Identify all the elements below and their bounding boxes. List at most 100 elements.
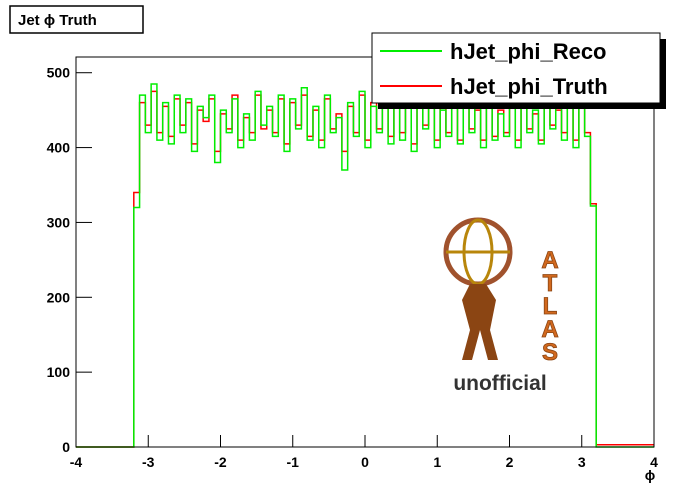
- histogram-bin: [562, 140, 568, 447]
- legend-box: [371, 32, 661, 104]
- histogram-bin: [585, 136, 591, 447]
- histogram-bin: [400, 140, 406, 447]
- histogram-bin: [475, 106, 481, 447]
- histogram-bin: [353, 136, 359, 447]
- histogram-bin: [504, 136, 510, 447]
- histogram-bin: [388, 144, 394, 447]
- histogram-bin: [567, 99, 573, 447]
- y-tick-label: 100: [47, 364, 71, 380]
- histogram-bin: [209, 95, 215, 447]
- histogram-bin: [348, 103, 354, 447]
- histogram-bin: [186, 99, 192, 447]
- histogram-bin: [215, 163, 221, 447]
- histogram-bin: [377, 133, 383, 447]
- histogram-bin: [533, 110, 539, 447]
- histogram-bin: [469, 133, 475, 447]
- histogram-bin: [284, 151, 290, 447]
- x-tick-label: -3: [142, 454, 155, 470]
- histogram-bin: [273, 136, 279, 447]
- histogram-bin: [590, 206, 596, 447]
- histogram-bin: [573, 148, 579, 447]
- histogram-bin: [192, 151, 198, 447]
- histogram-bin: [423, 129, 429, 447]
- histogram-bin: [151, 84, 157, 447]
- histogram-bin: [168, 144, 174, 447]
- histogram-bin: [342, 170, 348, 447]
- logo-figure: [462, 284, 498, 360]
- histogram-bin: [417, 103, 423, 447]
- y-tick-label: 300: [47, 214, 71, 230]
- histogram-bin: [296, 129, 302, 447]
- histogram-bin: [527, 133, 533, 447]
- histogram-bin: [515, 148, 521, 447]
- histogram-bin: [365, 148, 371, 447]
- y-tick-label: 200: [47, 289, 71, 305]
- histogram-bin: [521, 103, 527, 447]
- histogram-bin: [249, 140, 255, 447]
- histogram-bin: [145, 133, 151, 447]
- x-tick-label: -2: [214, 454, 227, 470]
- x-tick-label: 3: [578, 454, 586, 470]
- logo-letter: S: [542, 339, 558, 366]
- logo-letter: L: [543, 293, 558, 320]
- histogram-bin: [244, 114, 250, 447]
- logo-letter: A: [541, 247, 558, 274]
- histogram-bin: [238, 148, 244, 447]
- legend-label: hJet_phi_Reco: [450, 39, 607, 64]
- histogram-bin: [278, 95, 284, 447]
- histogram-bin: [290, 99, 296, 447]
- logo: [443, 217, 513, 360]
- histogram-bin: [330, 133, 336, 447]
- histogram-bin: [446, 136, 452, 447]
- histogram-bin: [157, 140, 163, 447]
- x-tick-label: -1: [287, 454, 300, 470]
- histogram-bin: [481, 148, 487, 447]
- histogram-bin: [232, 99, 238, 447]
- histogram-bin: [411, 151, 417, 447]
- x-tick-label: 2: [506, 454, 514, 470]
- histogram-bin: [313, 106, 319, 447]
- histogram-bin: [255, 91, 261, 447]
- histogram-bin: [174, 95, 180, 447]
- histogram-bin: [371, 106, 377, 447]
- histogram-bin: [492, 140, 498, 447]
- histogram-bin: [440, 110, 446, 447]
- histogram-bin: [325, 95, 331, 447]
- x-tick-label: 1: [433, 454, 441, 470]
- histogram-bin: [203, 118, 209, 447]
- x-tick-label: 4: [650, 454, 658, 470]
- histogram-bin: [382, 80, 388, 447]
- histogram-bin: [134, 207, 140, 447]
- histogram-bin: [336, 118, 342, 447]
- x-tick-label: -4: [70, 454, 83, 470]
- x-axis-label: ϕ: [645, 467, 656, 483]
- histogram-bin: [429, 95, 435, 447]
- histogram-bin: [221, 110, 227, 447]
- histogram-bin: [319, 148, 325, 447]
- histogram-bin: [579, 95, 585, 447]
- histogram-bin: [261, 125, 267, 447]
- logo-caption: unofficial: [453, 372, 546, 395]
- histogram-bin: [359, 91, 365, 447]
- histogram-bin: [457, 144, 463, 447]
- histogram-bin: [267, 106, 273, 447]
- y-tick-label: 400: [47, 140, 71, 156]
- histogram-bin: [140, 95, 146, 447]
- histogram-bin: [405, 84, 411, 447]
- histogram-bin: [301, 88, 307, 447]
- legend-label: hJet_phi_Truth: [450, 74, 608, 99]
- title-box: [9, 5, 144, 34]
- y-tick-label: 0: [62, 439, 70, 455]
- histogram-bin: [434, 148, 440, 447]
- histogram-bin: [394, 95, 400, 447]
- histogram-bin: [180, 133, 186, 447]
- histogram-bin: [307, 140, 313, 447]
- histogram-bin: [163, 103, 169, 447]
- histogram-outline: [76, 79, 654, 448]
- histogram-bin: [197, 106, 203, 447]
- title-suffix: Truth: [59, 12, 97, 29]
- chart-title: Jet ϕ Truth: [18, 12, 97, 29]
- x-tick-label: 0: [361, 454, 369, 470]
- histogram-bin: [498, 114, 504, 447]
- y-tick-label: 500: [47, 65, 71, 81]
